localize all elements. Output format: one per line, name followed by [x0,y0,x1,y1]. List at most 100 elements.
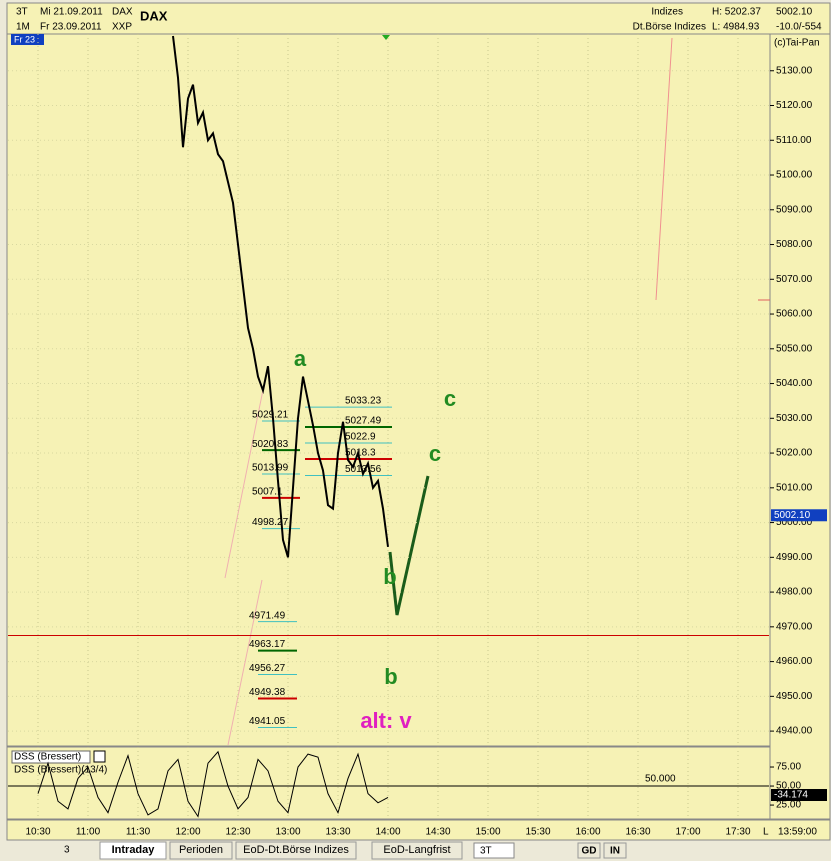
x-tick-label: 11:30 [126,827,151,838]
x-tick-label: 15:00 [475,827,500,838]
trend-line [227,579,263,746]
y-tick-label: 5040.00 [776,378,813,389]
wave-label: c [444,386,456,411]
high: H: 5202.37 [712,7,761,18]
fib-label: 5007.1 [252,487,283,498]
tab-label: Intraday [112,844,156,856]
date: Mi 21.09.2011 [40,7,103,18]
tab[interactable] [235,841,357,860]
current-price: 5002.10 [774,510,811,521]
code: DAX [112,7,133,18]
x-tick-label: 14:30 [425,827,450,838]
wave-label: c [429,441,441,466]
dss-title: DSS (Bressert) [14,752,81,763]
tab-label: EoD-Dt.Börse Indizes [243,844,349,856]
header-bg [6,2,831,35]
fib-label: 5029.21 [252,410,289,421]
y-tick-label: 25.00 [776,800,801,811]
dss-level-label: 50.000 [645,774,676,785]
y-tick-label: 5120.00 [776,100,813,111]
x-tick-label: 14:00 [375,827,400,838]
y-tick-label: 4970.00 [776,621,813,632]
tab-label: EoD-Langfrist [383,844,450,856]
fib-label: 4971.49 [249,610,286,621]
x-tick-label: 13:00 [275,827,300,838]
period-select[interactable] [473,842,515,859]
symbol: DAX [140,8,168,23]
dss-title-box [11,750,91,764]
day-badge: Fr 23 [14,34,35,44]
group: Indizes [651,7,683,18]
dss-line [37,750,389,818]
copyright: (c)Tai-Pan [774,38,820,49]
x-tick-label: 11:00 [76,827,101,838]
toolbar-button-label: GD [582,846,597,857]
fib-label: 5018.3 [345,448,376,459]
day-badge-bg [11,34,44,45]
wave-label: b [383,564,396,589]
x-tick-label: 10:30 [25,827,50,838]
x-tick-label: 12:30 [225,827,250,838]
page-indicator: 3 [64,845,70,856]
y-tick-label: 5020.00 [776,448,813,459]
y-tick-label: 75.00 [776,762,801,773]
wave-label: a [294,346,307,371]
y-tick-label: 5060.00 [776,309,813,320]
axis-bg [769,33,831,820]
wave-label: alt: v [360,708,412,733]
tab[interactable] [371,841,463,860]
tab[interactable] [99,841,167,860]
y-tick-label: 5090.00 [776,204,813,215]
fib-label: 4956.27 [249,663,286,674]
last: 5002.10 [776,7,813,18]
fib-label: 5033.23 [345,396,382,407]
y-tick-label: 5030.00 [776,413,813,424]
fib-label: 5020.83 [252,439,289,450]
y-tick-label: 5010.00 [776,482,813,493]
fib-label: 5027.49 [345,416,382,427]
x-tick-label: 17:00 [675,827,700,838]
time-axis-bg [6,819,831,841]
fib-label: 4949.38 [249,687,286,698]
dss-subtitle: DSS (Bressert)(13/4) [14,765,107,776]
toolbar-button[interactable] [603,842,627,859]
trend-line [224,379,266,579]
y-tick-label: 4990.00 [776,552,813,563]
projection [388,475,430,616]
y-tick-label: 4940.00 [776,726,813,737]
x-tick-label: 13:30 [325,827,350,838]
y-tick-label: 5050.00 [776,343,813,354]
y-tick-label: 5130.00 [776,65,813,76]
fib-label: 4963.17 [249,639,286,650]
y-tick-label: 5070.00 [776,274,813,285]
y-tick-label: 4960.00 [776,656,813,667]
low: L: 4984.93 [712,22,760,33]
y-tick-label: 5000.00 [776,517,813,528]
toolbar-button-label: IN [610,846,620,857]
fib-label: 4998.27 [252,517,289,528]
dss-current: -34.174 [774,790,808,801]
y-tick-label: 5100.00 [776,170,813,181]
x-tick-label: 16:00 [575,827,600,838]
x-tick-label: 12:00 [175,827,200,838]
x-tick-label: 17:30 [725,827,750,838]
status-end: L [763,827,769,838]
period: 1M [16,22,30,33]
code: XXP [112,22,132,33]
fib-label: 5022.9 [345,432,376,443]
y-tick-label: 4950.00 [776,691,813,702]
period: 3T [16,7,28,18]
y-tick-label: 5110.00 [776,135,812,146]
price-line [172,35,389,558]
tab-label: Perioden [179,844,223,856]
dss-add-button[interactable] [93,750,106,763]
fib-label: 5013.56 [345,464,382,475]
tab[interactable] [169,841,233,860]
x-tick-label: 16:30 [625,827,650,838]
toolbar-button[interactable] [577,842,601,859]
y-tick-label: 4980.00 [776,587,813,598]
dss-current-box [771,789,827,801]
date: Fr 23.09.2011 [40,22,102,33]
trend-line [655,37,673,301]
